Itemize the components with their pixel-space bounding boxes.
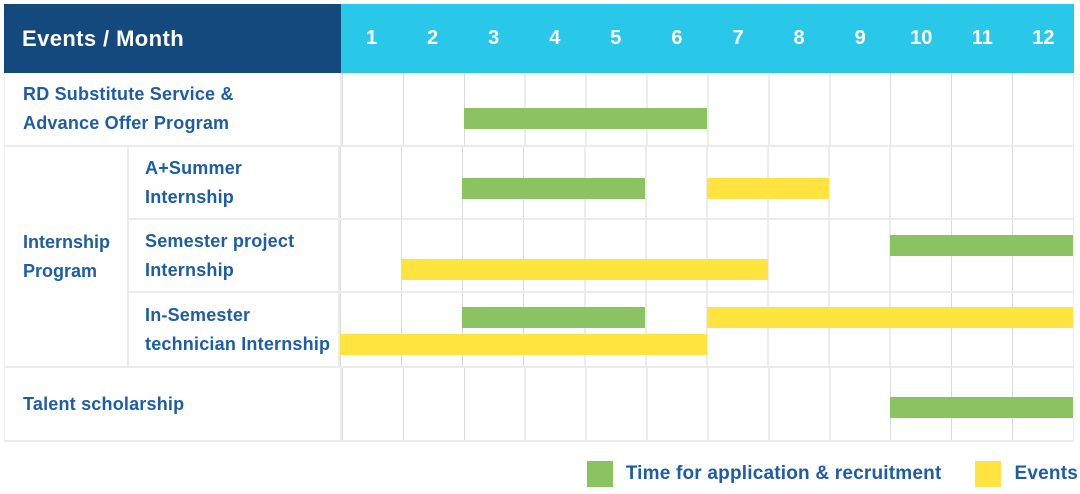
month-header-2: 2 bbox=[427, 27, 439, 49]
header-events-month-cell: Events / Month bbox=[4, 4, 341, 73]
month-header-4: 4 bbox=[549, 27, 561, 49]
gantt-bar-yellow bbox=[340, 334, 707, 355]
yellow-swatch-icon bbox=[975, 461, 1002, 487]
row-label-talent-scholarship: Talent scholarship bbox=[5, 368, 342, 440]
month-header-strip: 1 2 3 4 5 6 7 8 9 10 11 12 bbox=[341, 4, 1074, 73]
table-row-in-semester-technician: In-Semester technician Internship bbox=[129, 293, 1073, 366]
green-swatch-icon bbox=[586, 461, 613, 487]
month-header-1: 1 bbox=[365, 27, 378, 49]
table-header-row: Events / Month 1 2 3 4 5 6 7 8 9 10 11 1… bbox=[4, 4, 1074, 73]
gantt-bar-yellow bbox=[401, 259, 768, 280]
chart-cell-rd-substitute bbox=[342, 73, 1073, 145]
legend-label: Time for application & recruitment bbox=[625, 463, 942, 484]
legend-item-events: Events bbox=[975, 461, 1078, 487]
gantt-bar-green bbox=[889, 235, 1073, 256]
month-header-10: 10 bbox=[910, 27, 933, 49]
month-header-7: 7 bbox=[732, 27, 744, 49]
row-label-semester-project: Semester project Internship bbox=[129, 220, 340, 291]
table-row-rd-substitute: RD Substitute Service & Advance Offer Pr… bbox=[5, 73, 1073, 147]
month-header-8: 8 bbox=[793, 27, 805, 49]
gantt-bar-green bbox=[890, 397, 1073, 418]
gantt-bar-green bbox=[462, 178, 646, 199]
table-row-semester-project: Semester project Internship bbox=[129, 220, 1073, 293]
group-subrows: A+Summer Internship Semester project Int… bbox=[129, 147, 1073, 366]
month-header-3: 3 bbox=[488, 27, 500, 49]
legend-item-application-recruitment: Time for application & recruitment bbox=[586, 461, 942, 487]
legend-label: Events bbox=[1014, 463, 1078, 484]
group-label-internship-program: Internship Program bbox=[5, 147, 129, 366]
month-header-11: 11 bbox=[971, 27, 993, 49]
row-label-rd-substitute: RD Substitute Service & Advance Offer Pr… bbox=[5, 73, 342, 145]
table-body: RD Substitute Service & Advance Offer Pr… bbox=[4, 73, 1074, 442]
month-header-6: 6 bbox=[671, 27, 683, 49]
row-label-in-semester-technician: In-Semester technician Internship bbox=[129, 293, 340, 366]
gantt-bar-green bbox=[463, 108, 708, 129]
table-row-a-plus-summer: A+Summer Internship bbox=[129, 147, 1073, 220]
table-group-internship-program: Internship Program A+Summer Internship bbox=[5, 147, 1073, 368]
month-header-9: 9 bbox=[854, 27, 866, 49]
chart-cell-in-semester-technician bbox=[340, 293, 1073, 366]
gantt-bar-green bbox=[462, 307, 646, 328]
events-month-table: Events / Month 1 2 3 4 5 6 7 8 9 10 11 1… bbox=[4, 4, 1074, 442]
month-header-12: 12 bbox=[1032, 27, 1055, 49]
gantt-bar-yellow bbox=[706, 178, 829, 199]
month-header-5: 5 bbox=[610, 27, 622, 49]
gantt-bar-yellow bbox=[706, 307, 1073, 328]
chart-cell-semester-project bbox=[340, 220, 1073, 291]
legend: Time for application & recruitment Event… bbox=[586, 461, 1078, 487]
row-label-a-plus-summer: A+Summer Internship bbox=[129, 147, 340, 218]
chart-cell-talent-scholarship bbox=[342, 368, 1073, 440]
table-row-talent-scholarship: Talent scholarship bbox=[5, 368, 1073, 442]
chart-cell-a-plus-summer bbox=[340, 147, 1073, 218]
